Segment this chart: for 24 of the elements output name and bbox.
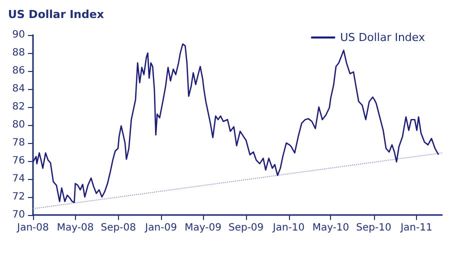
x-tick-label: Jan-10 (272, 222, 305, 234)
x-tick-label: May-09 (184, 222, 222, 234)
y-tick-label: 74 (12, 174, 25, 184)
x-tick-label: May-10 (312, 222, 350, 234)
line-series (32, 43, 440, 204)
chart-title: US Dollar Index (8, 8, 104, 21)
y-tick-label: 72 (12, 192, 25, 202)
y-tick-label: 90 (12, 30, 25, 40)
y-tick-label: 84 (12, 84, 25, 94)
x-tick-label: May-08 (56, 222, 94, 234)
x-tick-label: Jan-08 (16, 222, 49, 234)
y-tick-label: 86 (12, 66, 25, 76)
y-tick-label: 70 (12, 210, 25, 220)
x-tick-label: Sep-10 (356, 222, 392, 234)
x-tick-label: Sep-08 (100, 222, 136, 234)
legend-label: US Dollar Index (340, 31, 426, 44)
x-tick-label: Jan-09 (144, 222, 177, 234)
y-tick-label: 88 (12, 48, 25, 58)
y-tick-label: 80 (12, 120, 25, 130)
x-tick-label: Sep-09 (228, 222, 264, 234)
x-tick-label: Jan-11 (400, 222, 432, 234)
y-tick-label: 76 (12, 156, 25, 166)
y-tick-label: 82 (12, 102, 25, 112)
y-tick-label: 78 (12, 138, 25, 148)
